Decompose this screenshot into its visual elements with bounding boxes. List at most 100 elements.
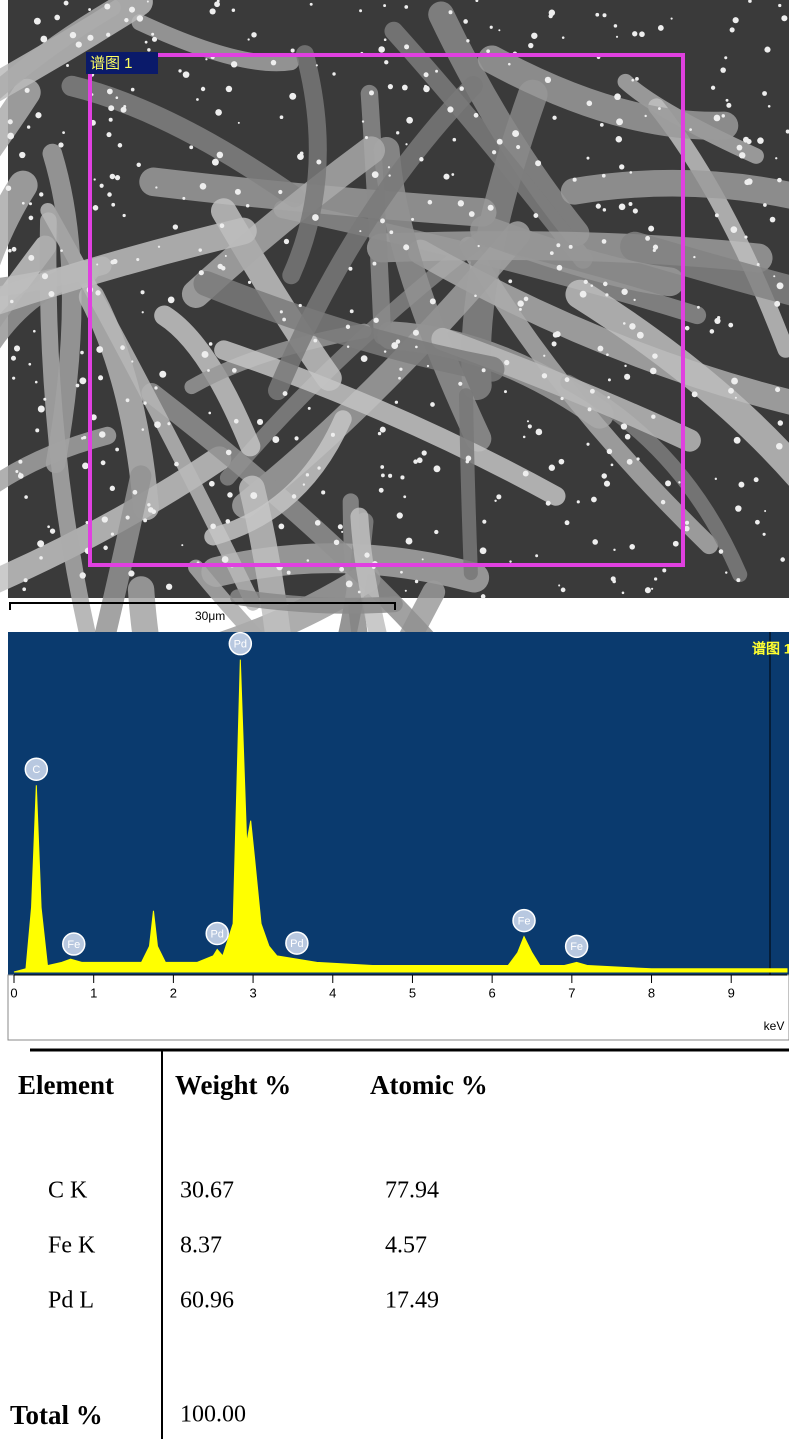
table-cell: 77.94 bbox=[385, 1178, 439, 1204]
particle bbox=[205, 58, 207, 60]
particle bbox=[137, 163, 141, 167]
particle bbox=[449, 10, 453, 14]
particle bbox=[362, 120, 364, 122]
particle bbox=[602, 174, 606, 178]
particle bbox=[210, 523, 216, 529]
particle bbox=[606, 353, 609, 356]
particle bbox=[535, 554, 538, 557]
particle bbox=[496, 494, 501, 499]
particle bbox=[627, 459, 633, 465]
particle bbox=[196, 98, 199, 101]
particle bbox=[678, 481, 680, 483]
particle bbox=[292, 494, 297, 499]
particle bbox=[145, 41, 148, 44]
particle bbox=[389, 230, 393, 234]
particle bbox=[781, 15, 787, 21]
particle bbox=[725, 571, 727, 573]
particle bbox=[279, 524, 285, 530]
particle bbox=[587, 101, 593, 107]
table-cell: 60.96 bbox=[180, 1288, 234, 1314]
particle bbox=[225, 255, 227, 257]
x-tick-label: 4 bbox=[329, 985, 336, 1000]
particle bbox=[142, 311, 144, 313]
particle bbox=[614, 24, 618, 28]
particle bbox=[719, 549, 724, 554]
particle bbox=[746, 139, 751, 144]
particle bbox=[166, 584, 172, 590]
particle bbox=[280, 115, 284, 119]
particle bbox=[488, 205, 494, 211]
particle bbox=[378, 432, 381, 435]
particle bbox=[222, 556, 229, 563]
particle bbox=[636, 457, 639, 460]
x-tick-label: 0 bbox=[10, 985, 17, 1000]
particle bbox=[424, 72, 429, 77]
x-tick-label: 9 bbox=[728, 985, 735, 1000]
particle bbox=[346, 325, 350, 329]
particle bbox=[762, 91, 767, 96]
particle bbox=[128, 570, 134, 576]
particle bbox=[82, 463, 89, 470]
particle bbox=[623, 322, 626, 325]
particle bbox=[214, 1, 220, 7]
particle bbox=[60, 249, 63, 252]
particle bbox=[619, 203, 626, 210]
particle bbox=[232, 8, 235, 11]
particle bbox=[131, 360, 133, 362]
particle bbox=[673, 541, 679, 547]
particle bbox=[209, 342, 213, 346]
particle bbox=[773, 275, 775, 277]
particle bbox=[512, 130, 519, 137]
particle bbox=[614, 93, 621, 100]
particle bbox=[28, 363, 31, 366]
particle bbox=[178, 69, 181, 72]
particle bbox=[735, 505, 741, 511]
particle bbox=[96, 346, 103, 353]
particle bbox=[775, 387, 780, 392]
particle bbox=[629, 323, 635, 329]
particle bbox=[101, 460, 106, 465]
particle bbox=[234, 419, 239, 424]
particle bbox=[661, 500, 665, 504]
particle bbox=[428, 200, 433, 205]
peak-label: Pd bbox=[290, 938, 303, 950]
particle bbox=[399, 368, 402, 371]
particle bbox=[413, 459, 417, 463]
particle bbox=[287, 571, 291, 575]
particle bbox=[560, 397, 563, 400]
particle bbox=[143, 518, 147, 522]
particle bbox=[64, 1, 69, 6]
peak-label: Pd bbox=[210, 928, 223, 940]
particle bbox=[665, 480, 671, 486]
particle bbox=[562, 36, 565, 39]
particle bbox=[231, 61, 237, 67]
particle bbox=[11, 356, 16, 361]
particle bbox=[10, 300, 14, 304]
particle bbox=[715, 213, 719, 217]
particle bbox=[573, 178, 577, 182]
particle bbox=[310, 3, 313, 6]
particle bbox=[714, 318, 720, 324]
particle bbox=[116, 96, 119, 99]
particle bbox=[66, 64, 69, 67]
particle bbox=[744, 179, 750, 185]
particle bbox=[212, 159, 219, 166]
particle bbox=[603, 208, 606, 211]
particle bbox=[731, 226, 738, 233]
particle bbox=[778, 420, 783, 425]
particle bbox=[645, 236, 650, 241]
particle bbox=[494, 500, 496, 502]
particle bbox=[608, 378, 611, 381]
particle bbox=[580, 291, 587, 298]
particle bbox=[584, 280, 588, 284]
particle bbox=[755, 520, 760, 525]
particle bbox=[508, 279, 512, 283]
particle bbox=[299, 304, 302, 307]
particle bbox=[35, 381, 38, 384]
particle bbox=[289, 93, 296, 100]
particle bbox=[405, 590, 407, 592]
particle bbox=[152, 37, 157, 42]
particle bbox=[434, 465, 441, 472]
particle bbox=[726, 103, 731, 108]
particle bbox=[43, 398, 46, 401]
